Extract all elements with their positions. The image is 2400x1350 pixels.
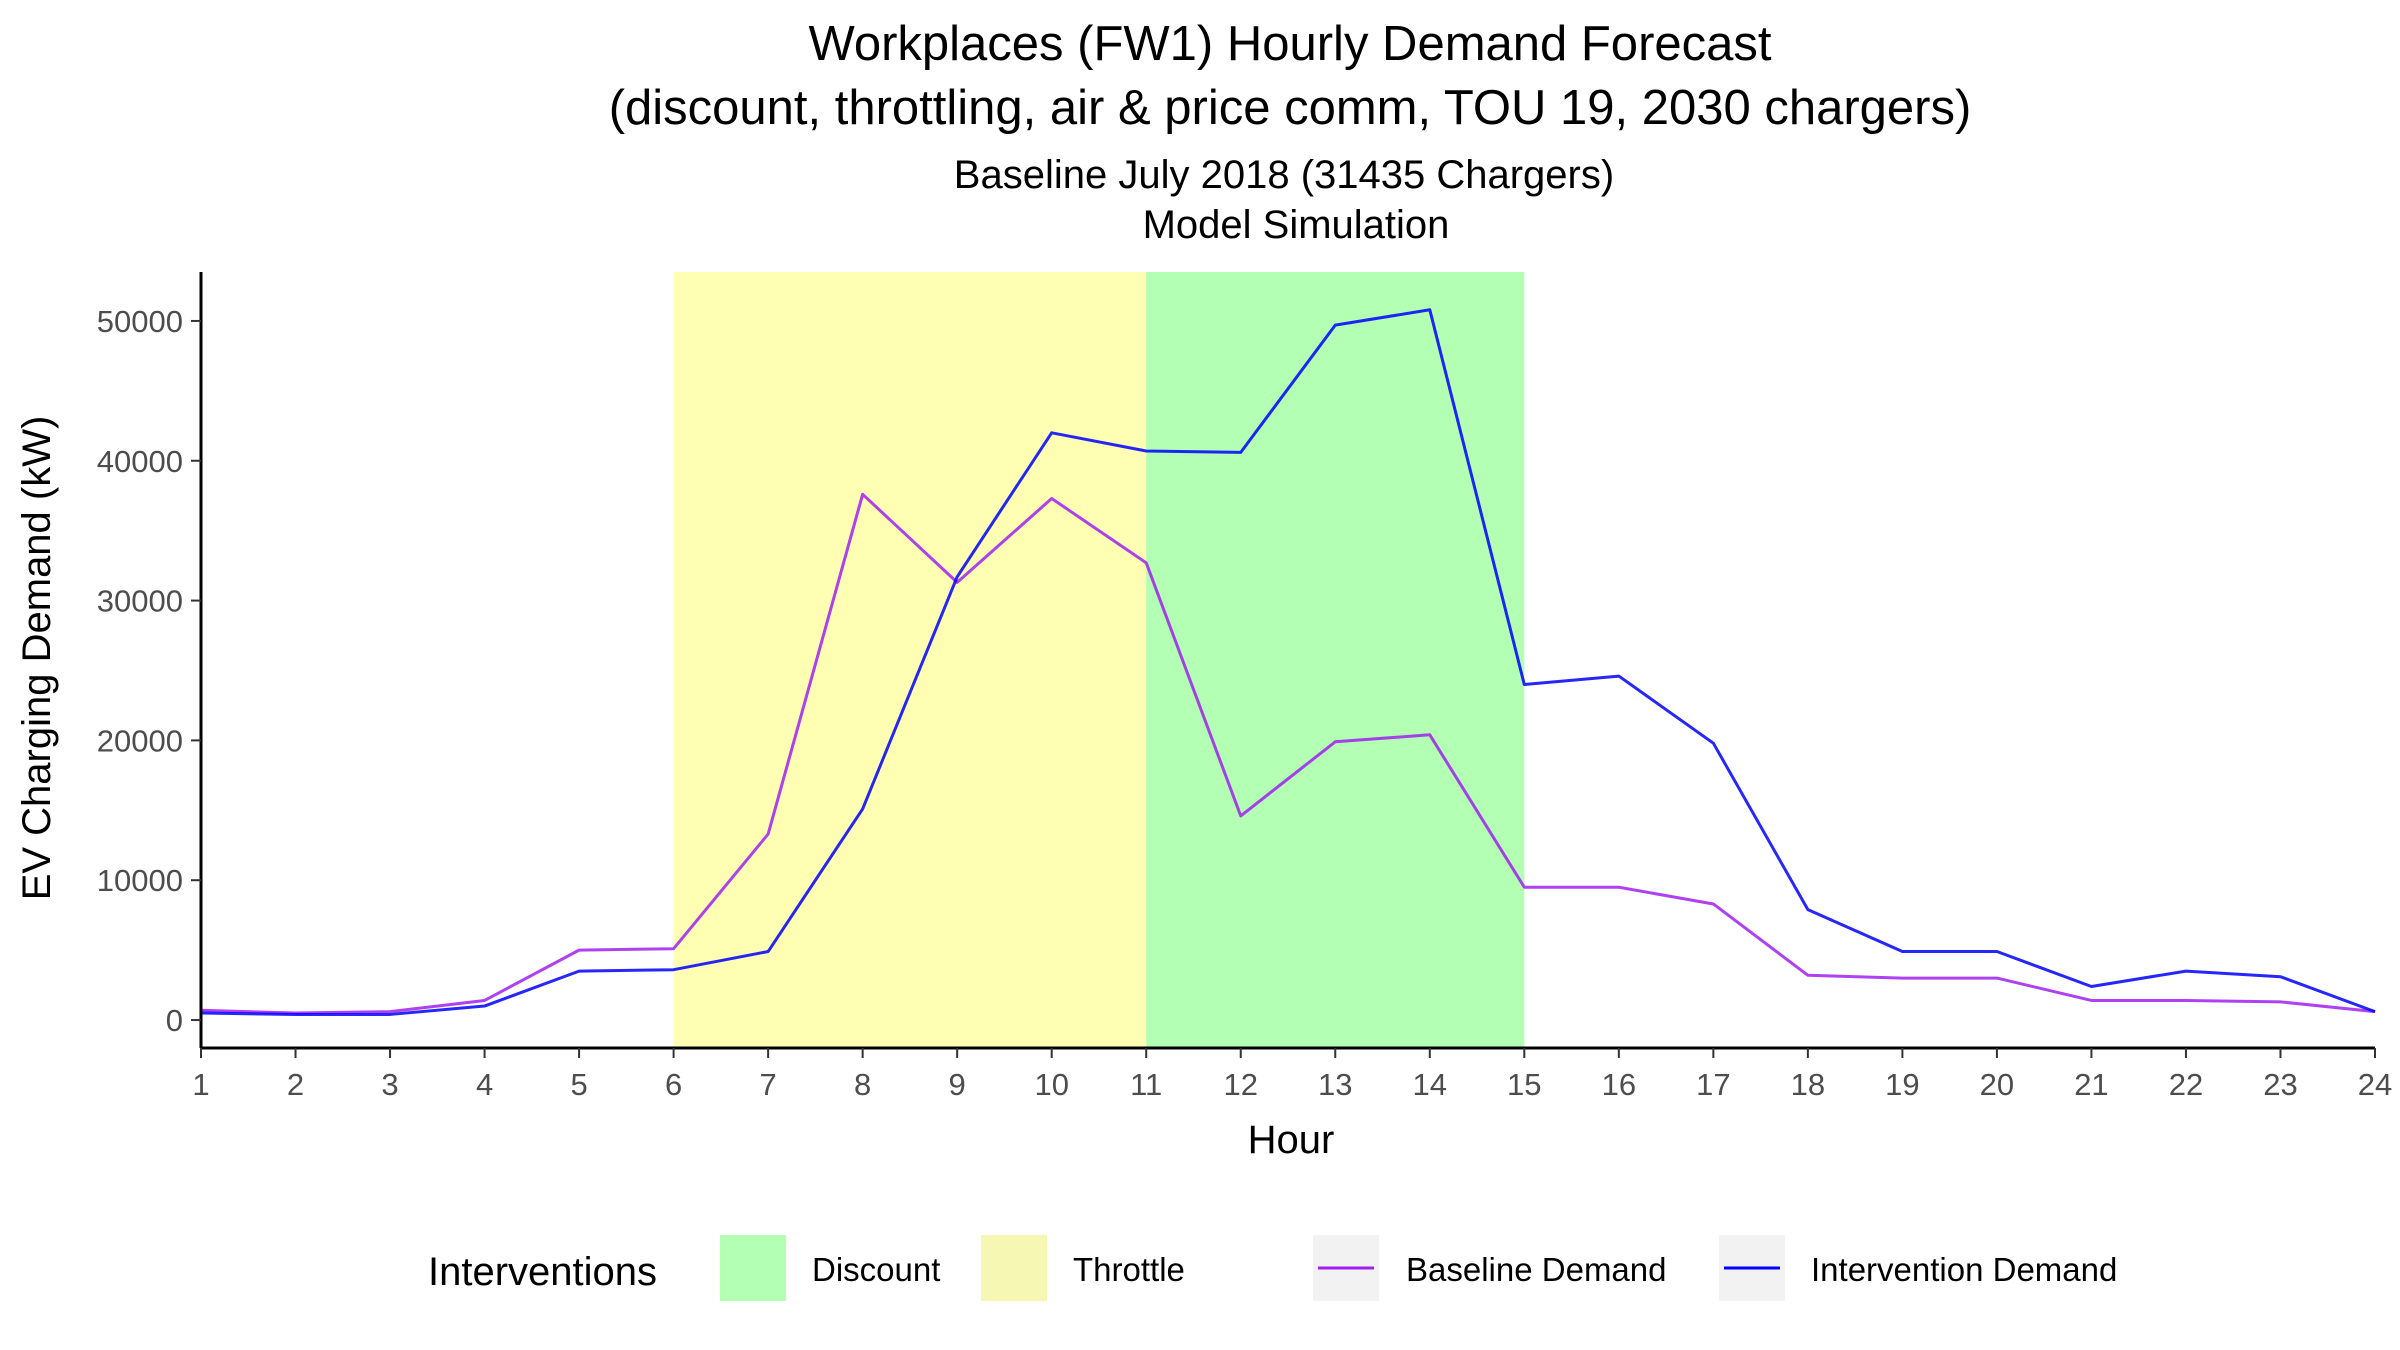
- x-tick-label: 8: [854, 1067, 871, 1102]
- x-tick-label: 20: [1980, 1067, 2014, 1102]
- legend-label-discount: Discount: [812, 1251, 940, 1288]
- legend-label-throttle: Throttle: [1073, 1251, 1185, 1288]
- legend-label-baseline-demand: Baseline Demand: [1406, 1251, 1667, 1288]
- y-tick-label: 10000: [97, 863, 183, 898]
- x-tick-label: 12: [1223, 1067, 1257, 1102]
- x-tick-label: 2: [287, 1067, 304, 1102]
- band-throttle: [673, 272, 1147, 1048]
- y-ticks: 0 10000 20000 30000 40000 50000: [97, 304, 201, 1038]
- intervention-bands: [673, 272, 1525, 1048]
- x-tick-label: 7: [760, 1067, 777, 1102]
- x-tick-label: 15: [1507, 1067, 1541, 1102]
- y-tick-label: 0: [166, 1003, 183, 1038]
- axes: [199, 272, 2375, 1050]
- chart-subtitle-line-1: Baseline July 2018 (31435 Chargers): [954, 153, 1614, 197]
- x-tick-label: 1: [192, 1067, 209, 1102]
- x-tick-label: 6: [665, 1067, 682, 1102]
- x-tick-label: 11: [1130, 1067, 1162, 1102]
- x-tick-label: 13: [1318, 1067, 1352, 1102]
- y-tick-label: 20000: [97, 723, 183, 758]
- band-discount: [1146, 272, 1525, 1048]
- x-tick-label: 19: [1885, 1067, 1919, 1102]
- chart-title-line-2: (discount, throttling, air & price comm,…: [609, 81, 1972, 135]
- x-ticks: 1 2 3 4 5 6 7 8 9 10 11 12 13 14 15 16 17 18 19 20 21 22 23 24: [192, 1048, 2392, 1102]
- legend-item-intervention-demand: Intervention Demand: [1719, 1235, 2117, 1301]
- y-axis-title: EV Charging Demand (kW): [15, 416, 59, 901]
- legend-key-throttle: [981, 1235, 1047, 1301]
- legend-item-throttle: Throttle: [981, 1235, 1185, 1301]
- series-line-intervention-demand: [200, 308, 2376, 1016]
- legend-label-intervention-demand: Intervention Demand: [1811, 1251, 2117, 1288]
- x-tick-label: 3: [381, 1067, 398, 1102]
- x-tick-label: 5: [570, 1067, 587, 1102]
- x-tick-label: 10: [1034, 1067, 1068, 1102]
- chart-title-line-1: Workplaces (FW1) Hourly Demand Forecast: [808, 17, 1771, 71]
- x-tick-label: 4: [476, 1067, 493, 1102]
- y-tick-label: 50000: [97, 304, 183, 339]
- legend-item-discount: Discount: [720, 1235, 940, 1301]
- y-tick-label: 40000: [97, 444, 183, 479]
- x-tick-label: 17: [1696, 1067, 1730, 1102]
- series-lines: [200, 308, 2376, 1016]
- legend-key-discount: [720, 1235, 786, 1301]
- x-tick-label: 24: [2358, 1067, 2392, 1102]
- x-tick-label: 22: [2169, 1067, 2203, 1102]
- legend-item-baseline-demand: Baseline Demand: [1313, 1235, 1667, 1301]
- x-tick-label: 23: [2263, 1067, 2297, 1102]
- chart-subtitle-line-2: Model Simulation: [1143, 203, 1450, 247]
- x-tick-label: 16: [1602, 1067, 1636, 1102]
- x-axis-title: Hour: [1248, 1118, 1335, 1162]
- x-tick-label: 14: [1413, 1067, 1447, 1102]
- legend-title: Interventions: [428, 1250, 657, 1294]
- x-tick-label: 9: [949, 1067, 966, 1102]
- legend: Interventions Discount Throttle Baseline…: [428, 1235, 2117, 1301]
- x-tick-label: 21: [2074, 1067, 2108, 1102]
- series-line-baseline-demand: [200, 492, 2376, 1015]
- y-tick-label: 30000: [97, 584, 183, 619]
- x-tick-label: 18: [1791, 1067, 1825, 1102]
